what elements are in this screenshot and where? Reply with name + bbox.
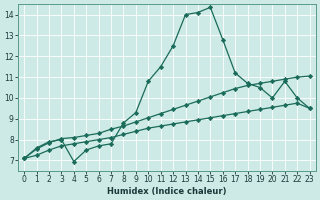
X-axis label: Humidex (Indice chaleur): Humidex (Indice chaleur): [107, 187, 227, 196]
